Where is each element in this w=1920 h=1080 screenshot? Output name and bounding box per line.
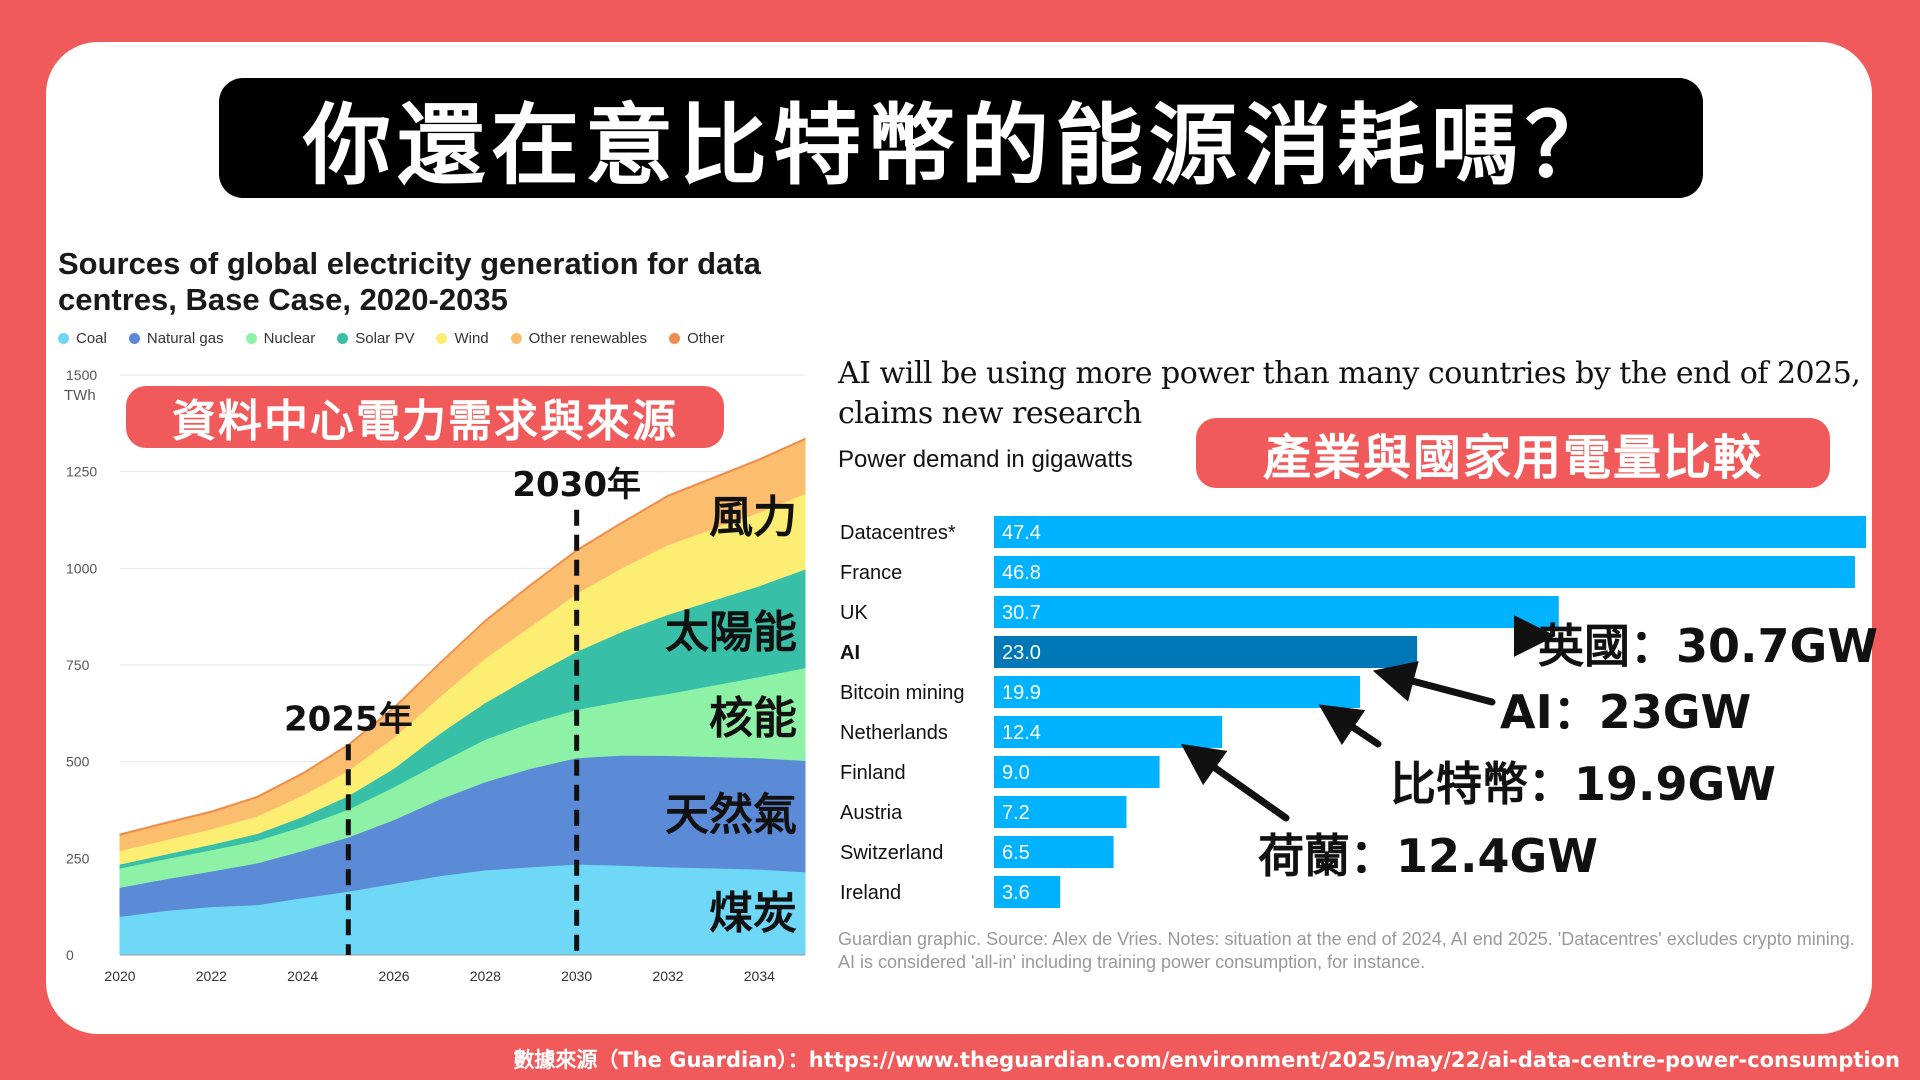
area-label-coal: 煤炭 (709, 888, 797, 939)
bar-value-label: 12.4 (1002, 722, 1041, 744)
legend-label: Solar PV (355, 329, 415, 347)
legend-item-coal: Coal (58, 330, 107, 347)
annotation-bitcoin: 比特幣：19.9GW (1390, 757, 1776, 811)
x-tick-label: 2030 (561, 968, 592, 984)
bar-category-label: Bitcoin mining (840, 682, 965, 704)
bar-value-label: 6.5 (1002, 842, 1030, 864)
bar-value-label: 47.4 (1002, 522, 1041, 544)
bar-bitcoin-mining (994, 676, 1361, 708)
bar-france (994, 556, 1855, 588)
y-tick-label: 250 (66, 850, 90, 866)
bar-category-label: Finland (840, 762, 906, 784)
legend-swatch (669, 332, 681, 344)
bar-category-label: France (840, 562, 902, 584)
annotation-netherlands: 荷蘭：12.4GW (1258, 829, 1598, 883)
bar-chart-source-note: Guardian graphic. Source: Alex de Vries.… (838, 929, 1855, 972)
bar-ai (994, 636, 1418, 668)
year-marker-label: 2030年 (512, 465, 641, 505)
page-title: 你還在意比特幣的能源消耗嗎？ (219, 78, 1703, 198)
footer-source-link[interactable]: 數據來源（The Guardian）：https://www.theguardi… (513, 1048, 1900, 1072)
legend-swatch (436, 332, 448, 344)
left-chart-pill-label: 資料中心電力需求與來源 (126, 386, 724, 448)
bar-category-label: Ireland (840, 882, 901, 904)
legend-label: Nuclear (263, 329, 316, 347)
bar-category-label: Datacentres* (840, 522, 956, 544)
x-tick-label: 2034 (744, 968, 775, 984)
bar-chart-subtitle: Power demand in gigawatts (838, 446, 1133, 473)
legend-label: Coal (76, 329, 107, 347)
legend-swatch (337, 332, 349, 344)
area-chart-title: Sources of global electricity generation… (58, 246, 761, 317)
area-label-nuclear: 核能 (709, 693, 797, 744)
bar-category-label: Switzerland (840, 842, 943, 864)
x-tick-label: 2032 (652, 968, 683, 984)
bar-chart-title: AI will be using more power than many co… (838, 356, 1861, 431)
legend-item-wind: Wind (436, 329, 489, 347)
legend-swatch (128, 332, 140, 344)
bar-category-label: UK (840, 602, 868, 624)
bar-value-label: 3.6 (1002, 882, 1030, 904)
y-axis-unit: TWh (64, 387, 96, 404)
bar-chart: Datacentres* 47.4 France 46.8 UK 30.7 AI 23.0 Bi… (840, 516, 1866, 908)
y-tick-label: 0 (66, 947, 74, 963)
legend-item-other: Other (669, 330, 725, 347)
legend-label: Other renewables (528, 329, 648, 347)
area-chart-legend: Coal Natural gas Nuclear Solar PV Wind Other … (58, 327, 725, 349)
legend-label: Wind (454, 329, 489, 347)
area-label-wind: 風力 (709, 492, 797, 543)
y-tick-label: 1000 (66, 560, 97, 576)
bar-value-label: 46.8 (1002, 562, 1041, 584)
bar-datacentres- (994, 516, 1866, 548)
bar-category-label: Austria (840, 802, 903, 824)
legend-swatch (58, 332, 69, 344)
legend-item-natural-gas: Natural gas (128, 329, 224, 347)
area-chart: 1500 1250 1000 750 500 250 0 TWh 2020 2022 2024 202… (64, 367, 806, 984)
x-tick-label: 2022 (196, 968, 227, 984)
x-tick-label: 2020 (104, 968, 135, 984)
bar-value-label: 7.2 (1002, 802, 1030, 824)
area-label-natural-gas: 天然氣 (665, 789, 797, 840)
legend-item-solar-pv: Solar PV (337, 330, 414, 347)
area-label-solar-pv: 太陽能 (665, 607, 797, 658)
legend-swatch (245, 332, 257, 344)
bar-value-label: 23.0 (1002, 642, 1041, 664)
bar-value-label: 9.0 (1002, 762, 1030, 784)
right-chart-pill-label: 產業與國家用電量比較 (1196, 418, 1830, 488)
y-tick-label: 750 (66, 657, 90, 673)
annotation-uk: 英國：30.7GW (1538, 619, 1878, 673)
bar-category-label: Netherlands (840, 722, 948, 744)
bar-category-label: AI (840, 642, 860, 664)
bar-netherlands (994, 716, 1223, 748)
area-other (119, 437, 806, 836)
bar-switzerland (994, 836, 1114, 868)
bar-uk (994, 596, 1559, 628)
y-tick-label: 500 (66, 754, 90, 770)
legend-item-nuclear: Nuclear (245, 329, 316, 347)
x-tick-label: 2026 (378, 968, 409, 984)
y-tick-label: 1250 (66, 464, 97, 480)
bar-austria (994, 796, 1127, 828)
y-tick-label: 1500 (66, 367, 97, 383)
annotation-ai: AI：23GW (1500, 685, 1752, 739)
legend-label: Natural gas (146, 329, 224, 347)
x-tick-label: 2024 (287, 968, 318, 984)
year-marker-label: 2025年 (284, 699, 413, 739)
bar-value-label: 30.7 (1002, 602, 1041, 624)
bar-ireland (994, 876, 1061, 908)
bar-value-label: 19.9 (1002, 682, 1041, 704)
legend-swatch (510, 332, 522, 344)
legend-item-other-renewables: Other renewables (510, 329, 648, 347)
legend-label: Other (687, 329, 725, 347)
x-tick-label: 2028 (470, 968, 501, 984)
bar-finland (994, 756, 1160, 788)
